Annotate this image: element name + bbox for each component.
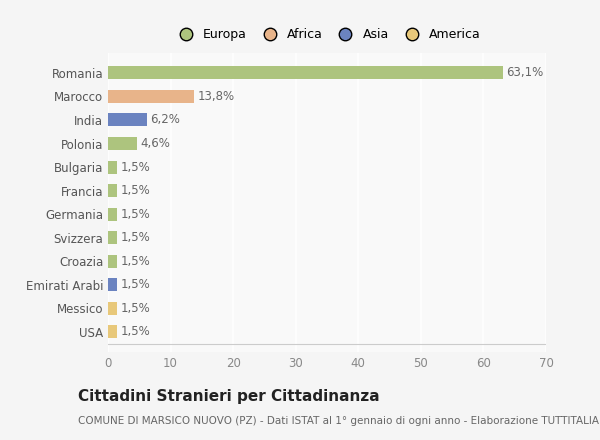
- Text: 63,1%: 63,1%: [506, 66, 543, 79]
- Bar: [108, 231, 118, 244]
- Bar: [108, 90, 194, 103]
- Text: 1,5%: 1,5%: [121, 326, 150, 338]
- Text: Cittadini Stranieri per Cittadinanza: Cittadini Stranieri per Cittadinanza: [78, 389, 380, 404]
- Legend: Europa, Africa, Asia, America: Europa, Africa, Asia, America: [168, 23, 486, 46]
- Text: 1,5%: 1,5%: [121, 231, 150, 244]
- Bar: [108, 302, 118, 315]
- Bar: [108, 66, 503, 79]
- Text: 1,5%: 1,5%: [121, 279, 150, 291]
- Bar: [108, 114, 147, 126]
- Text: 6,2%: 6,2%: [150, 114, 180, 126]
- Text: 4,6%: 4,6%: [140, 137, 170, 150]
- Text: 1,5%: 1,5%: [121, 302, 150, 315]
- Text: 1,5%: 1,5%: [121, 184, 150, 197]
- Text: COMUNE DI MARSICO NUOVO (PZ) - Dati ISTAT al 1° gennaio di ogni anno - Elaborazi: COMUNE DI MARSICO NUOVO (PZ) - Dati ISTA…: [78, 416, 600, 426]
- Text: 13,8%: 13,8%: [197, 90, 235, 103]
- Bar: [108, 161, 118, 173]
- Text: 1,5%: 1,5%: [121, 161, 150, 173]
- Bar: [108, 255, 118, 268]
- Bar: [108, 208, 118, 220]
- Bar: [108, 279, 118, 291]
- Bar: [108, 326, 118, 338]
- Text: 1,5%: 1,5%: [121, 208, 150, 221]
- Bar: [108, 184, 118, 197]
- Text: 1,5%: 1,5%: [121, 255, 150, 268]
- Bar: [108, 137, 137, 150]
